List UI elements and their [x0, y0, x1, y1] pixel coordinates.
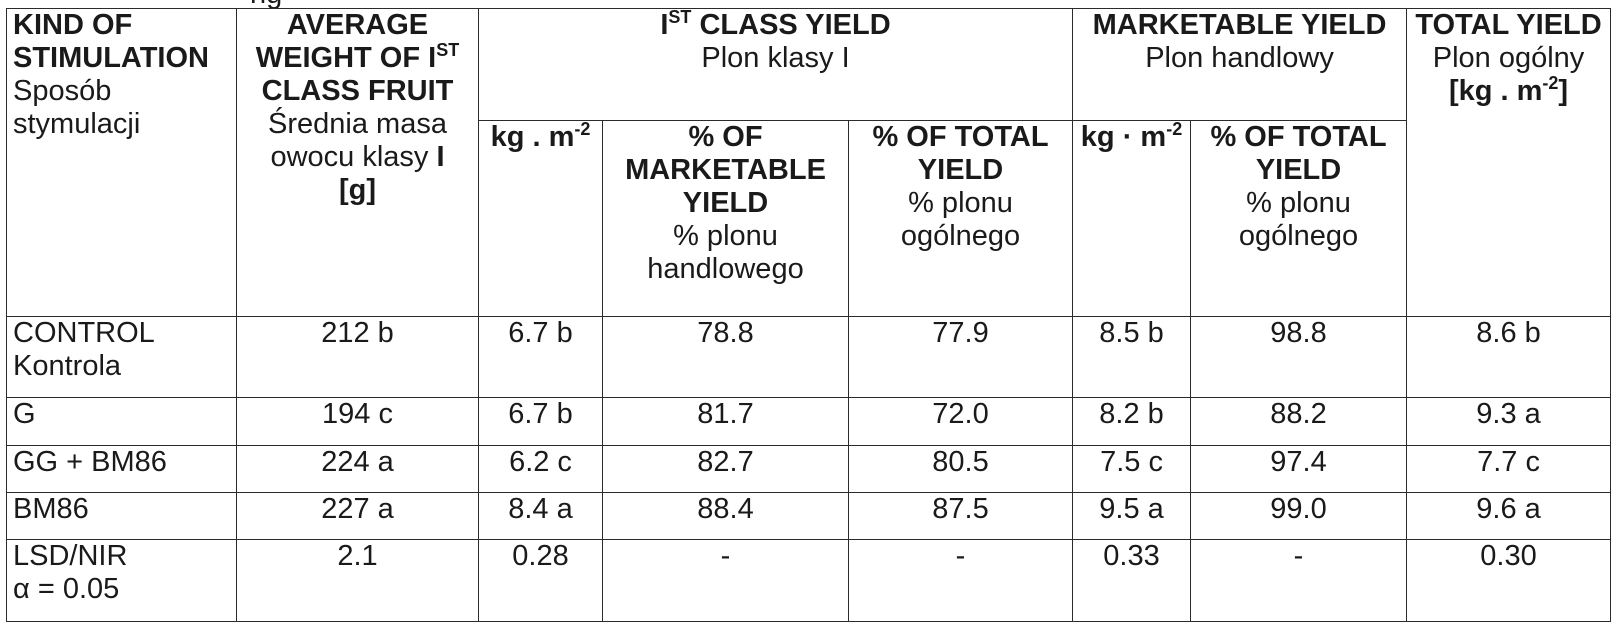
- table-row: G 194 c 6.7 b 81.7 72.0 8.2 b 88.2 9.3 a: [6, 397, 1612, 446]
- header-first-class-yield: IST CLASS YIELD Plon klasy I: [477, 8, 1074, 121]
- header-pct-marketable: % OF MARKETABLE YIELD % plonu handlowego: [602, 119, 849, 317]
- cell-avg-weight: 2.1: [236, 539, 479, 622]
- cell-first-class-pct-marketable: 78.8: [602, 315, 849, 399]
- cell-marketable-kg: 9.5 a: [1072, 491, 1192, 541]
- cell-first-class-pct-marketable: 82.7: [602, 444, 849, 493]
- cell-avg-weight: 212 b: [236, 315, 479, 399]
- cell-total-yield: 0.30: [1406, 539, 1612, 622]
- cell-first-class-kg: 6.7 b: [478, 397, 603, 446]
- cell-avg-weight: 194 c: [236, 397, 479, 446]
- cell-first-class-pct-marketable: 81.7: [602, 397, 849, 446]
- caption-fragment: ng: [0, 0, 380, 10]
- cell-marketable-kg: 8.5 b: [1072, 315, 1192, 399]
- table-row: LSD/NIR α = 0.05 2.1 0.28 - - 0.33 - 0.30: [6, 539, 1612, 622]
- table-row: GG + BM86 224 a 6.2 c 82.7 80.5 7.5 c 97…: [6, 444, 1612, 493]
- cell-marketable-pct-total: -: [1190, 539, 1408, 622]
- cell-first-class-pct-total: -: [847, 539, 1074, 622]
- header-pct-total: % OF TOTAL YIELD % plonu ogólnego: [847, 119, 1074, 317]
- cell-first-class-pct-total: 77.9: [847, 315, 1074, 399]
- row-kind: BM86: [6, 491, 237, 541]
- header-average-weight: AVERAGE WEIGHT OF IST CLASS FRUIT Średni…: [236, 8, 479, 317]
- header-marketable-yield: MARKETABLE YIELD Plon handlowy: [1072, 8, 1408, 121]
- cell-total-yield: 9.3 a: [1406, 397, 1612, 446]
- cell-marketable-kg: 8.2 b: [1072, 397, 1192, 446]
- header-first-class-kg: kg . m-2: [478, 120, 603, 317]
- table-row: BM86 227 a 8.4 a 88.4 87.5 9.5 a 99.0 9.…: [6, 491, 1612, 541]
- cell-first-class-kg: 8.4 a: [478, 491, 603, 541]
- cell-avg-weight: 224 a: [236, 444, 479, 493]
- cell-marketable-pct-total: 97.4: [1190, 444, 1408, 493]
- row-kind: CONTROL Kontrola: [6, 315, 237, 399]
- cell-marketable-pct-total: 99.0: [1190, 491, 1408, 541]
- cell-first-class-pct-marketable: -: [602, 539, 849, 622]
- cell-first-class-pct-total: 80.5: [847, 444, 1074, 493]
- row-kind: GG + BM86: [6, 444, 237, 493]
- header-marketable-kg: kg · m-2: [1072, 120, 1192, 317]
- header-kind-of-stimulation: KIND OF STIMULATION Sposób stymulacji: [6, 8, 237, 317]
- yield-table: KIND OF STIMULATION Sposób stymulacji AV…: [6, 8, 1612, 622]
- cell-marketable-kg: 7.5 c: [1072, 444, 1192, 493]
- header-total-yield: TOTAL YIELD Plon ogólny [kg . m-2]: [1406, 8, 1612, 317]
- cell-avg-weight: 227 a: [236, 491, 479, 541]
- cell-marketable-pct-total: 88.2: [1190, 397, 1408, 446]
- cell-first-class-pct-total: 87.5: [847, 491, 1074, 541]
- cell-total-yield: 9.6 a: [1406, 491, 1612, 541]
- header-marketable-pct-total: % OF TOTAL YIELD % plonu ogólnego: [1190, 119, 1408, 317]
- cell-first-class-pct-marketable: 88.4: [602, 491, 849, 541]
- cell-first-class-pct-total: 72.0: [847, 397, 1074, 446]
- row-kind: LSD/NIR α = 0.05: [6, 539, 237, 622]
- row-kind: G: [6, 397, 237, 446]
- cell-marketable-kg: 0.33: [1072, 539, 1192, 622]
- cell-marketable-pct-total: 98.8: [1190, 315, 1408, 399]
- cell-first-class-kg: 0.28: [478, 539, 603, 622]
- cell-first-class-kg: 6.2 c: [478, 444, 603, 493]
- cell-total-yield: 7.7 c: [1406, 444, 1612, 493]
- table-row: CONTROL Kontrola 212 b 6.7 b 78.8 77.9 8.…: [6, 315, 1612, 399]
- cell-total-yield: 8.6 b: [1406, 315, 1612, 399]
- cell-first-class-kg: 6.7 b: [478, 315, 603, 399]
